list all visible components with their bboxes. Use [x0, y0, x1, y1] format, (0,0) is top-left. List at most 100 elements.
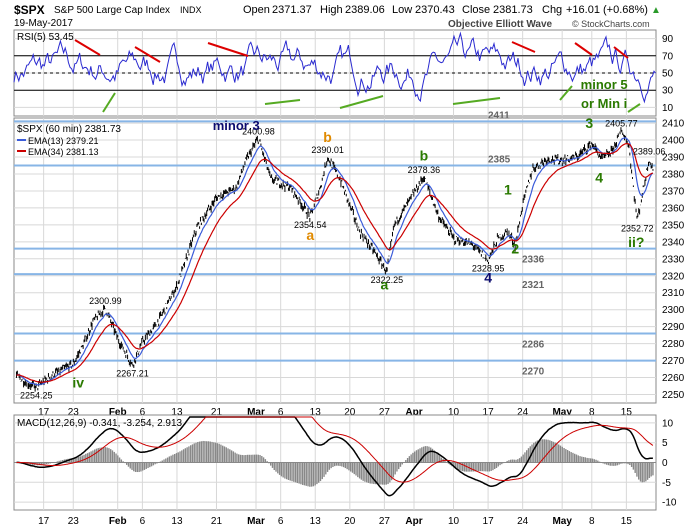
price-tick-label: 2410 — [662, 119, 685, 130]
macd-histogram — [17, 439, 654, 487]
x-tick-label: Mar — [247, 407, 265, 418]
x-tick-label: Feb — [109, 516, 127, 527]
macd-tick-label: -5 — [662, 478, 671, 489]
rsi-line — [13, 31, 656, 104]
level-label: 2270 — [522, 367, 545, 378]
price-point-label: 2352.72 — [621, 223, 654, 233]
price-tick-label: 2300 — [662, 305, 685, 316]
chg-label: Chg — [542, 4, 562, 16]
price-tick-label: 2260 — [662, 373, 685, 384]
rsi-tick-label: 50 — [662, 69, 674, 80]
macd-tick-label: -10 — [662, 498, 677, 509]
price-panel: 2250226022702280229023002310232023302340… — [13, 77, 685, 418]
exchange-label: INDX — [180, 5, 202, 15]
x-tick-label: 20 — [344, 516, 356, 527]
price-tick-label: 2400 — [662, 136, 685, 147]
x-tick-label: 20 — [344, 407, 356, 418]
price-tick-label: 2380 — [662, 169, 685, 180]
macd-tick-label: 5 — [662, 438, 668, 449]
macd-tick-label: 10 — [662, 418, 674, 429]
x-tick-label: 21 — [211, 407, 223, 418]
chg-value: +16.01 (+0.68%) — [566, 4, 648, 16]
low-label: Low — [392, 4, 412, 16]
x-tick-label: Apr — [405, 516, 422, 527]
price-point-label: 2328.95 — [472, 264, 505, 274]
x-tick-label: Feb — [109, 407, 127, 418]
ema13-line — [16, 137, 654, 386]
price-tick-label: 2360 — [662, 203, 685, 214]
price-tick-label: 2290 — [662, 322, 685, 333]
wave-annotation: 2 — [511, 241, 519, 257]
x-tick-label: 8 — [589, 516, 595, 527]
x-tick-label: 10 — [448, 516, 460, 527]
wave-annotation: b — [323, 129, 332, 145]
rsi-legend: RSI(5) 53.45 — [17, 32, 74, 43]
price-legend: $SPX (60 min) 2381.73 — [17, 124, 121, 135]
bottom-x-axis: 17 23 Feb 6 13 21 Mar 6 13 20 27 Apr 10 17 24 May 8 15 — [38, 516, 632, 527]
macd-signal-line — [16, 416, 654, 483]
wave-annotation: 4 — [484, 270, 492, 286]
rsi-bull-divergence — [264, 99, 301, 105]
x-tick-label: 8 — [589, 407, 595, 418]
wave-annotation: minor 3 — [213, 118, 260, 133]
high-value: 2389.06 — [345, 4, 385, 16]
price-point-label: 2405.77 — [605, 118, 638, 128]
macd-line — [16, 416, 653, 497]
rsi-bull-divergence — [102, 92, 116, 113]
rsi-bear-divergence — [613, 46, 629, 59]
level-label: 2321 — [522, 280, 545, 291]
price-point-label: 2300.99 — [89, 296, 122, 306]
x-tick-label: 17 — [483, 407, 495, 418]
x-tick-label: 13 — [171, 407, 183, 418]
rsi-bull-divergence — [559, 85, 573, 101]
close-label: Close — [462, 4, 490, 16]
wave-annotation: iv — [72, 375, 84, 391]
x-tick-label: Mar — [247, 516, 265, 527]
x-tick-label: 27 — [379, 516, 391, 527]
low-value: 2370.43 — [415, 4, 455, 16]
x-tick-label: May — [552, 516, 572, 527]
x-tick-label: 27 — [379, 407, 391, 418]
rsi-bear-divergence — [511, 41, 536, 53]
open-value: 2371.37 — [272, 4, 312, 16]
rsi-tick-label: 70 — [662, 51, 674, 62]
price-tick-label: 2330 — [662, 254, 685, 265]
x-tick-label: 10 — [448, 407, 460, 418]
x-tick-label: 13 — [310, 516, 322, 527]
chart-header: $SPX S&P 500 Large Cap Index INDX 19-May… — [14, 3, 661, 30]
price-point-label: 2400.98 — [242, 126, 275, 136]
wave-annotation: or Min i — [581, 96, 627, 111]
price-point-label: 2254.25 — [20, 390, 53, 400]
wave-annotation: a — [306, 227, 314, 243]
level-label: 2385 — [488, 155, 511, 166]
macd-panel: -10 -5 0 5 10 MACD(12,26,9) -0.341, -3.254, 2… — [13, 414, 677, 511]
x-tick-label: 6 — [140, 407, 146, 418]
price-point-label: 2267.21 — [116, 368, 149, 378]
level-label: 2286 — [522, 339, 545, 350]
rsi-bear-divergence — [574, 42, 593, 56]
watermark-label: © StockCharts.com — [572, 19, 650, 29]
rsi-bull-divergence — [452, 97, 501, 105]
ema13-legend: EMA(13) 2379.21 — [28, 136, 99, 146]
wave-annotation: 3 — [585, 115, 593, 131]
close-value: 2381.73 — [493, 4, 533, 16]
open-label: Open — [243, 4, 270, 16]
price-point-label: 2378.36 — [408, 165, 441, 175]
price-tick-label: 2250 — [662, 390, 685, 401]
rsi-bull-divergence — [627, 103, 641, 113]
x-tick-label: 17 — [38, 516, 50, 527]
x-tick-label: 24 — [517, 516, 529, 527]
price-tick-label: 2390 — [662, 153, 685, 164]
price-tick-label: 2350 — [662, 220, 685, 231]
high-label: High — [320, 4, 343, 16]
wave-annotation: b — [420, 147, 429, 163]
price-tick-label: 2270 — [662, 356, 685, 367]
x-tick-label: 17 — [483, 516, 495, 527]
symbol-label: $SPX — [14, 3, 45, 17]
x-tick-label: 6 — [140, 516, 146, 527]
x-tick-label: 15 — [621, 407, 633, 418]
x-tick-label: 6 — [278, 407, 284, 418]
x-tick-label: 15 — [621, 516, 633, 527]
